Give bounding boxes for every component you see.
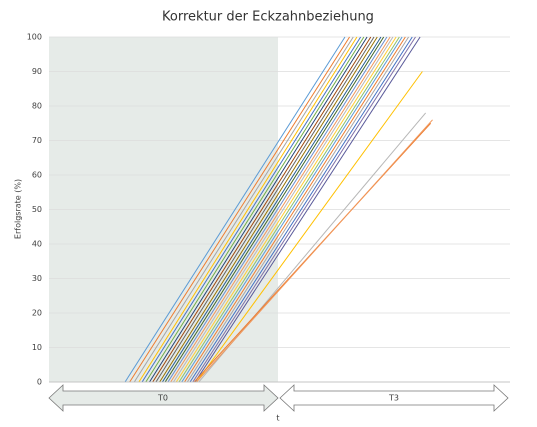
y-tick-label: 70 bbox=[32, 136, 42, 145]
y-tick-label: 30 bbox=[32, 274, 42, 283]
data-line bbox=[161, 36, 382, 383]
data-line bbox=[184, 36, 406, 383]
phase-label: T3 bbox=[388, 394, 399, 403]
y-tick-label: 60 bbox=[32, 171, 42, 180]
data-line bbox=[175, 36, 397, 383]
y-tick-label: 0 bbox=[37, 378, 42, 387]
data-line bbox=[129, 36, 350, 383]
t0-arrow bbox=[48, 384, 279, 412]
phase-label: T0 bbox=[157, 394, 168, 403]
y-tick-label: 100 bbox=[27, 33, 42, 42]
data-line bbox=[155, 36, 375, 383]
data-line bbox=[138, 36, 358, 383]
data-line bbox=[170, 36, 391, 383]
data-line bbox=[181, 36, 403, 383]
data-line bbox=[192, 36, 416, 383]
data-line bbox=[145, 36, 365, 383]
t3-arrow bbox=[279, 384, 509, 412]
data-line bbox=[196, 71, 423, 383]
y-tick-label: 10 bbox=[32, 343, 42, 352]
y-tick-label: 40 bbox=[32, 240, 42, 249]
y-tick-label: 80 bbox=[32, 102, 42, 111]
data-line bbox=[159, 36, 378, 383]
y-axis-label: Erfolgsrate (%) bbox=[14, 179, 23, 239]
y-tick-label: 50 bbox=[32, 205, 42, 214]
data-line bbox=[194, 36, 421, 383]
data-line bbox=[173, 36, 394, 383]
data-line bbox=[189, 36, 413, 383]
data-line bbox=[124, 36, 346, 383]
data-line bbox=[141, 36, 362, 383]
y-tick-label: 20 bbox=[32, 309, 42, 318]
chart-title: Korrektur der Eckzahnbeziehung bbox=[162, 10, 374, 25]
y-tick-label: 90 bbox=[32, 67, 42, 76]
x-axis-label: t bbox=[276, 414, 279, 423]
data-line bbox=[164, 36, 385, 383]
data-line bbox=[186, 36, 410, 383]
data-line bbox=[196, 119, 433, 383]
data-line bbox=[149, 36, 368, 383]
data-line bbox=[178, 36, 400, 383]
data-line bbox=[167, 36, 388, 383]
data-line bbox=[152, 36, 372, 383]
data-line bbox=[133, 36, 354, 383]
